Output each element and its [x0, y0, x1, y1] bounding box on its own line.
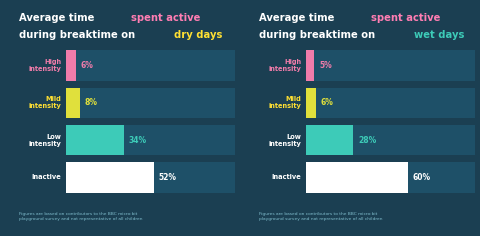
Bar	[306, 51, 475, 81]
Text: Average time: Average time	[19, 13, 98, 23]
Text: during breaktime on: during breaktime on	[259, 30, 379, 39]
Text: 34%: 34%	[128, 136, 146, 145]
Text: 8%: 8%	[84, 98, 97, 107]
Text: Inactive: Inactive	[272, 174, 301, 180]
Text: 28%: 28%	[358, 136, 376, 145]
Text: 60%: 60%	[412, 173, 431, 182]
Text: 6%: 6%	[321, 98, 334, 107]
Text: High
intensity: High intensity	[268, 59, 301, 72]
Text: Low
intensity: Low intensity	[268, 134, 301, 147]
Text: Average time: Average time	[259, 13, 338, 23]
Bar	[306, 125, 475, 156]
Text: dry days: dry days	[174, 30, 222, 39]
Bar	[306, 125, 353, 156]
Bar	[66, 51, 235, 81]
Text: Low
intensity: Low intensity	[28, 134, 61, 147]
Text: spent active: spent active	[371, 13, 440, 23]
Text: Mild
intensity: Mild intensity	[268, 97, 301, 110]
Bar	[66, 88, 80, 118]
Bar	[66, 125, 123, 156]
Bar	[66, 125, 235, 156]
Text: 6%: 6%	[81, 61, 94, 70]
Bar	[306, 88, 475, 118]
Bar	[66, 162, 154, 193]
Text: wet days: wet days	[414, 30, 464, 39]
Text: Figures are based on contributors to the BBC micro:bit
playground survey and not: Figures are based on contributors to the…	[19, 212, 143, 221]
Text: Figures are based on contributors to the BBC micro:bit
playground survey and not: Figures are based on contributors to the…	[259, 212, 383, 221]
Bar	[66, 162, 235, 193]
Bar	[306, 88, 316, 118]
Text: High
intensity: High intensity	[28, 59, 61, 72]
Text: during breaktime on: during breaktime on	[19, 30, 139, 39]
Text: 5%: 5%	[319, 61, 332, 70]
Bar	[306, 162, 408, 193]
Bar	[66, 88, 235, 118]
Text: spent active: spent active	[131, 13, 200, 23]
Text: Mild
intensity: Mild intensity	[28, 97, 61, 110]
Text: 52%: 52%	[159, 173, 177, 182]
Bar	[306, 162, 475, 193]
Bar	[306, 51, 314, 81]
Bar	[66, 51, 76, 81]
Text: Inactive: Inactive	[32, 174, 61, 180]
